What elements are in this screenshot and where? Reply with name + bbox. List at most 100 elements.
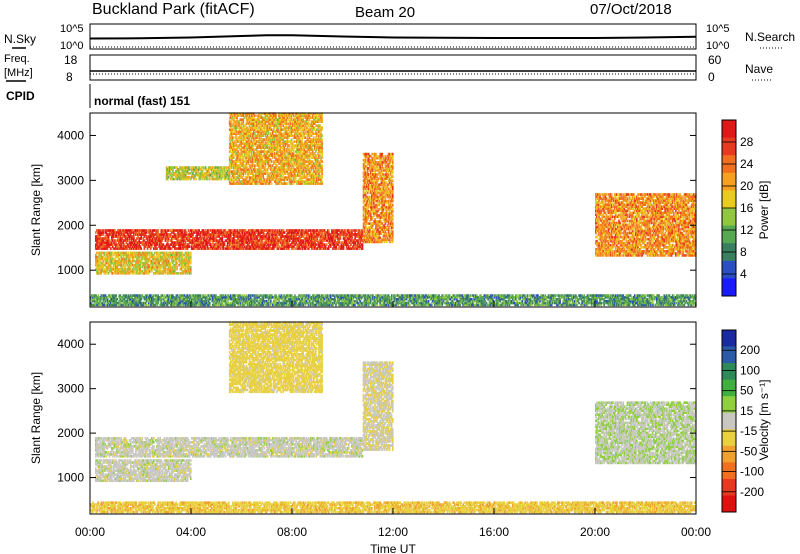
data-cell (144, 233, 147, 236)
data-cell (98, 231, 100, 234)
data-cell (138, 247, 140, 250)
data-cell (146, 237, 149, 240)
data-cell (182, 239, 185, 242)
data-cell (169, 239, 172, 242)
data-cell (119, 229, 121, 232)
data-cell (111, 235, 114, 238)
data-cell (119, 243, 121, 246)
data-cell (96, 235, 98, 238)
data-cell (95, 239, 97, 242)
data-cell (149, 231, 152, 234)
data-cell (135, 239, 137, 242)
data-cell (192, 243, 194, 246)
data-cell (167, 245, 170, 248)
data-cell (205, 235, 208, 238)
data-cell (153, 233, 155, 236)
data-cell (133, 237, 135, 240)
data-cell (149, 235, 152, 238)
data-cell (185, 237, 188, 240)
data-cell (156, 235, 158, 238)
data-cell (200, 237, 203, 240)
cpid-label: CPID (6, 89, 35, 103)
data-cell (134, 247, 136, 250)
data-cell (105, 231, 108, 234)
data-cell (95, 231, 97, 234)
data-cell (96, 237, 98, 240)
data-cell (170, 243, 173, 246)
data-cell (107, 233, 110, 236)
freq-label: Freq. (4, 53, 30, 65)
data-cell (104, 237, 107, 240)
data-cell (214, 245, 216, 248)
data-cell (199, 243, 202, 246)
data-cell (158, 235, 160, 238)
data-cell (141, 233, 144, 236)
data-cell (206, 231, 209, 234)
data-cell (136, 241, 138, 244)
data-cell (160, 247, 163, 250)
data-cell (161, 245, 164, 248)
data-cell (143, 243, 146, 246)
data-cell (207, 241, 210, 244)
data-cell (154, 243, 156, 246)
data-cell (116, 231, 118, 234)
data-cell (121, 247, 124, 250)
data-cell (123, 239, 126, 242)
data-cell (101, 247, 104, 250)
data-cell (184, 231, 187, 234)
data-cell (146, 239, 149, 242)
nsky-tick-top: 10^5 (60, 23, 84, 35)
data-cell (204, 243, 207, 246)
data-cell (355, 229, 357, 232)
data-cell (209, 229, 212, 232)
data-cell (181, 233, 184, 236)
data-cell (160, 231, 163, 234)
data-cell (115, 241, 117, 244)
data-cell (117, 229, 119, 232)
data-cell (173, 241, 175, 244)
data-cell (99, 241, 101, 244)
data-cell (160, 239, 163, 242)
data-cell (168, 247, 171, 250)
data-cell (200, 247, 203, 250)
data-cell (116, 247, 118, 250)
data-cell (202, 233, 205, 236)
data-cell (177, 231, 179, 234)
data-cell (154, 239, 156, 242)
data-cell (138, 245, 140, 248)
data-cell (156, 243, 158, 246)
data-cell (133, 231, 135, 234)
data-cell (104, 247, 107, 250)
data-cell (111, 233, 114, 236)
data-cell (106, 243, 109, 246)
data-cell (111, 229, 114, 232)
data-cell (105, 243, 108, 246)
data-cell (290, 138, 293, 141)
data-cell (131, 243, 134, 246)
data-cell (98, 233, 100, 236)
data-cell (203, 231, 206, 234)
data-cell (127, 235, 130, 238)
data-cell (164, 247, 167, 250)
data-cell (147, 245, 150, 248)
data-cell (206, 243, 209, 246)
data-cell (199, 239, 202, 242)
data-cell (127, 251, 130, 255)
data-cell (211, 231, 213, 234)
data-cell (169, 229, 172, 232)
nsearch-label: N.Search (745, 30, 795, 44)
data-cell (155, 239, 157, 242)
data-cell (156, 229, 158, 232)
data-cell (205, 231, 208, 234)
data-cell (154, 245, 156, 248)
data-cell (110, 231, 113, 234)
data-cell (183, 243, 186, 246)
data-cell (137, 231, 139, 234)
data-cell (162, 237, 165, 240)
data-cell (270, 182, 273, 185)
data-cell (154, 229, 156, 232)
data-cell (135, 233, 137, 236)
data-cell (140, 233, 143, 236)
data-cell (182, 237, 185, 240)
data-cell (109, 247, 112, 250)
